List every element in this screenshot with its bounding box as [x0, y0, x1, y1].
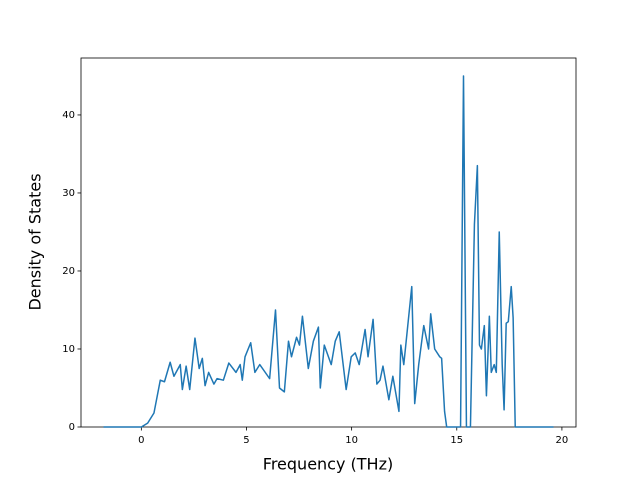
y-axis-label: Density of States: [26, 173, 45, 310]
y-tick-label: 30: [62, 188, 75, 199]
x-tick-label: 20: [556, 435, 569, 446]
x-tick-label: 15: [450, 435, 463, 446]
axes-frame: [80, 57, 577, 428]
line: [103, 75, 554, 428]
y-tick-label: 10: [62, 344, 75, 355]
x-tick-label: 5: [243, 435, 249, 446]
x-tick-label: 10: [345, 435, 358, 446]
y-tick-label: 40: [62, 110, 75, 121]
x-axis-label: Frequency (THz): [263, 455, 393, 474]
y-tick-label: 20: [62, 266, 75, 277]
x-tick-label: 0: [138, 435, 144, 446]
y-tick-label: 0: [69, 422, 75, 433]
